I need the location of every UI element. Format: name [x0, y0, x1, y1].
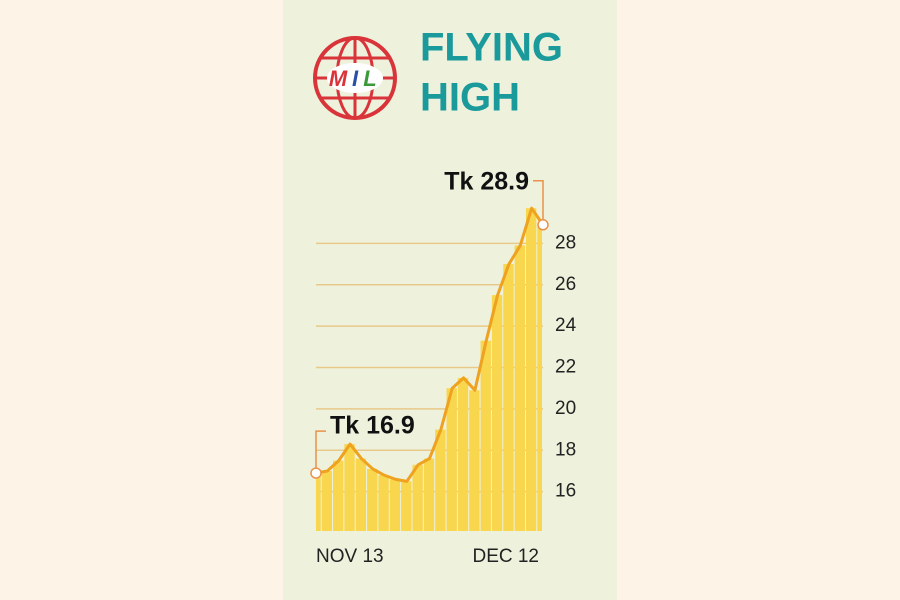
x-tick-label: DEC 12	[472, 546, 539, 567]
area-bar	[525, 208, 537, 531]
area-bar	[333, 460, 344, 531]
area-bar	[321, 470, 333, 531]
area-bar	[446, 388, 457, 531]
area-bar	[435, 429, 446, 531]
logo: M I L	[313, 36, 397, 120]
annotation-leader	[315, 430, 326, 474]
area-bar	[537, 224, 542, 532]
end-point	[310, 467, 322, 479]
area-bar	[389, 479, 401, 531]
chart-title: HIGH	[420, 76, 520, 120]
y-tick-label: 24	[555, 315, 577, 336]
y-tick-label: 28	[555, 232, 576, 253]
annotation: Tk 28.9	[444, 167, 529, 195]
end-point	[537, 219, 549, 231]
logo-letter: M	[329, 66, 348, 91]
y-tick-label: 18	[555, 439, 576, 460]
area-bar	[344, 444, 355, 531]
price-line	[315, 206, 545, 483]
area-bar	[423, 458, 435, 531]
area-bar	[355, 458, 367, 531]
area-bar	[401, 481, 412, 531]
area-bar	[378, 475, 389, 531]
chart-title: FLYING	[420, 26, 563, 70]
area-bar	[412, 464, 423, 531]
y-tick-label: 22	[555, 357, 576, 378]
logo-letter: I	[352, 66, 359, 91]
area-bar	[514, 245, 525, 532]
x-tick-label: NOV 13	[316, 546, 384, 567]
annotation: Tk 16.9	[330, 412, 415, 440]
area-bar	[367, 468, 378, 531]
y-tick-label: 20	[555, 398, 576, 419]
area-bar	[503, 264, 514, 531]
area-bar	[480, 340, 491, 531]
area-bar	[491, 295, 503, 531]
y-tick-label: 16	[555, 481, 576, 502]
area-bar	[316, 473, 321, 531]
area-bar	[469, 390, 480, 531]
annotation-leader	[533, 180, 544, 225]
y-tick-label: 26	[555, 274, 576, 295]
logo-letter: L	[363, 66, 376, 91]
area-bar	[457, 377, 469, 531]
